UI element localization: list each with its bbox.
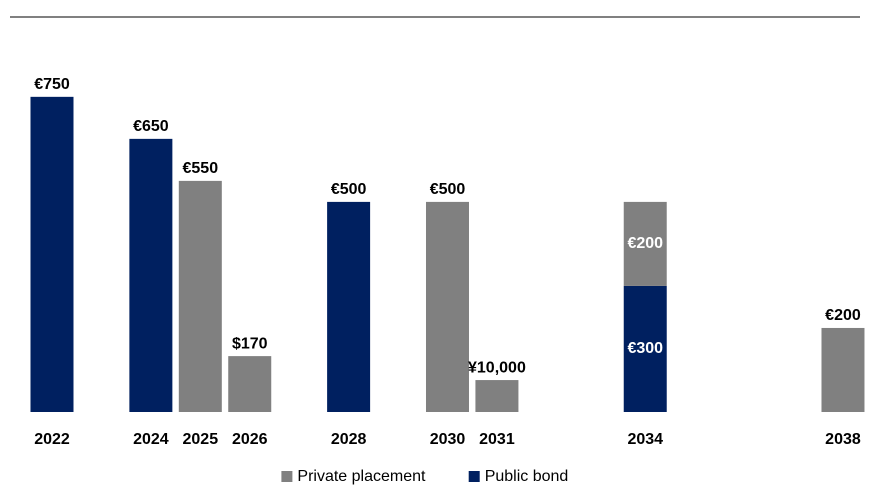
data-label: ¥10,000 xyxy=(468,359,526,376)
data-label: €650 xyxy=(133,118,169,135)
x-tick-label: 2031 xyxy=(479,431,515,448)
bar xyxy=(228,356,272,412)
x-tick-label: 2038 xyxy=(825,431,861,448)
x-tick-label: 2025 xyxy=(183,431,219,448)
data-label: €550 xyxy=(183,160,219,177)
bar xyxy=(475,380,519,412)
x-tick-label: 2026 xyxy=(232,431,268,448)
bar xyxy=(623,285,667,412)
bar xyxy=(821,327,865,412)
x-tick-label: 2028 xyxy=(331,431,367,448)
data-label: €500 xyxy=(430,181,466,198)
legend-swatch xyxy=(468,471,480,482)
data-label: €200 xyxy=(825,307,861,324)
data-label: €300 xyxy=(627,340,663,357)
legend-swatch xyxy=(281,471,293,482)
bar xyxy=(129,138,173,413)
data-label: $170 xyxy=(232,335,268,352)
legend-label: Public bond xyxy=(485,468,569,485)
bar xyxy=(425,201,469,412)
data-label: €500 xyxy=(331,181,367,198)
x-tick-label: 2030 xyxy=(430,431,466,448)
bar xyxy=(623,201,667,286)
bar xyxy=(178,180,222,412)
bar xyxy=(327,201,371,412)
x-tick-label: 2034 xyxy=(627,431,663,448)
x-tick-label: 2022 xyxy=(34,431,70,448)
data-label: €750 xyxy=(34,76,70,93)
bar xyxy=(30,96,74,412)
x-tick-label: 2024 xyxy=(133,431,169,448)
legend-label: Private placement xyxy=(297,468,426,485)
data-label: €200 xyxy=(627,235,663,252)
